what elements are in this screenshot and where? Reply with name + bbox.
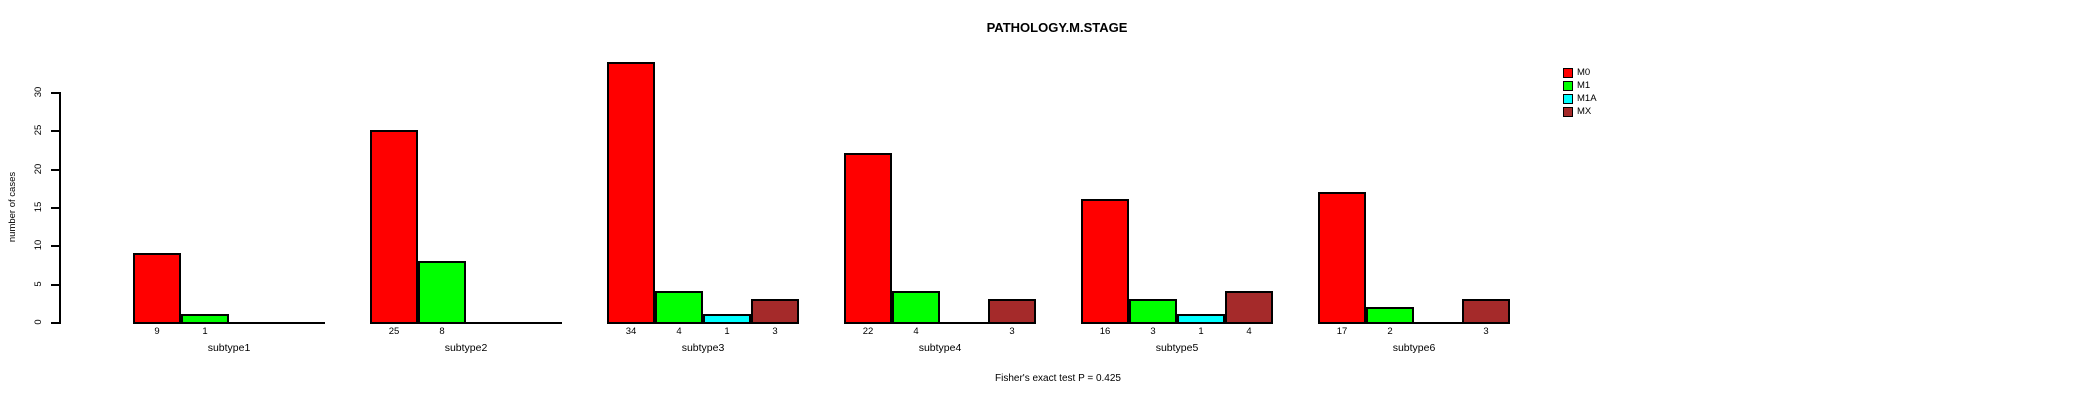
bar-MX-subtype5 (1225, 291, 1273, 324)
legend-item: MX (1563, 105, 1591, 118)
bar-M1A-subtype3 (703, 314, 751, 324)
y-tick (51, 207, 59, 209)
fisher-test-annotation: Fisher's exact test P = 0.425 (995, 373, 1121, 384)
bar-M0-subtype6 (1318, 192, 1366, 324)
bar-count-label: 3 (772, 326, 778, 337)
group-baseline (370, 322, 562, 324)
bar-M0-subtype1 (133, 253, 181, 324)
bar-count-label: 17 (1336, 326, 1348, 337)
legend-swatch-M1A (1563, 93, 1573, 104)
bar-count-label: 1 (1198, 326, 1204, 337)
category-label: subtype1 (207, 342, 251, 354)
bar-M1-subtype1 (181, 314, 229, 324)
bar-MX-subtype3 (751, 299, 799, 324)
bar-M0-subtype5 (1081, 199, 1129, 324)
legend-label: M0 (1577, 67, 1591, 78)
legend-swatch-M1 (1563, 80, 1573, 91)
legend-item: M1 (1563, 79, 1590, 92)
bar-count-label: 16 (1099, 326, 1111, 337)
legend-label: M1A (1577, 93, 1597, 104)
legend-label: M1 (1577, 80, 1591, 91)
bar-count-label: 3 (1150, 326, 1156, 337)
bar-count-label: 4 (676, 326, 682, 337)
category-label: subtype2 (444, 342, 488, 354)
y-tick (51, 245, 59, 247)
bar-M1-subtype3 (655, 291, 703, 324)
legend-swatch-MX (1563, 106, 1573, 117)
category-label: subtype6 (1392, 342, 1436, 354)
y-tick (51, 169, 59, 171)
y-tick (51, 92, 59, 94)
bar-count-label: 9 (154, 326, 160, 337)
bar-count-label: 34 (625, 326, 637, 337)
bar-count-label: 2 (1387, 326, 1393, 337)
legend-swatch-M0 (1563, 67, 1573, 78)
category-label: subtype5 (1155, 342, 1199, 354)
bar-count-label: 8 (439, 326, 445, 337)
bar-count-label: 22 (862, 326, 874, 337)
bar-count-label: 3 (1009, 326, 1015, 337)
bar-count-label: 25 (388, 326, 400, 337)
y-tick (51, 322, 59, 324)
y-tick (51, 130, 59, 132)
bar-M0-subtype2 (370, 130, 418, 324)
bar-count-label: 1 (724, 326, 730, 337)
legend-label: MX (1577, 106, 1592, 117)
group-baseline (844, 322, 1036, 324)
legend-item: M0 (1563, 66, 1590, 79)
bar-M1-subtype2 (418, 261, 466, 324)
bar-M1A-subtype5 (1177, 314, 1225, 324)
legend-item: M1A (1563, 92, 1597, 105)
bar-M1-subtype4 (892, 291, 940, 324)
y-tick (51, 284, 59, 286)
bar-M0-subtype3 (607, 62, 655, 324)
category-label: subtype4 (918, 342, 962, 354)
bar-count-label: 3 (1483, 326, 1489, 337)
bar-M1-subtype5 (1129, 299, 1177, 324)
category-label: subtype3 (681, 342, 725, 354)
bar-M1-subtype6 (1366, 307, 1414, 324)
bar-MX-subtype6 (1462, 299, 1510, 324)
bar-count-label: 4 (913, 326, 919, 337)
bar-MX-subtype4 (988, 299, 1036, 324)
y-axis-line (59, 92, 61, 324)
bar-count-label: 4 (1246, 326, 1252, 337)
group-baseline (1318, 322, 1510, 324)
bar-M0-subtype4 (844, 153, 892, 324)
bar-count-label: 1 (202, 326, 208, 337)
chart-title: PATHOLOGY.M.STAGE (986, 20, 1128, 35)
group-baseline (133, 322, 325, 324)
